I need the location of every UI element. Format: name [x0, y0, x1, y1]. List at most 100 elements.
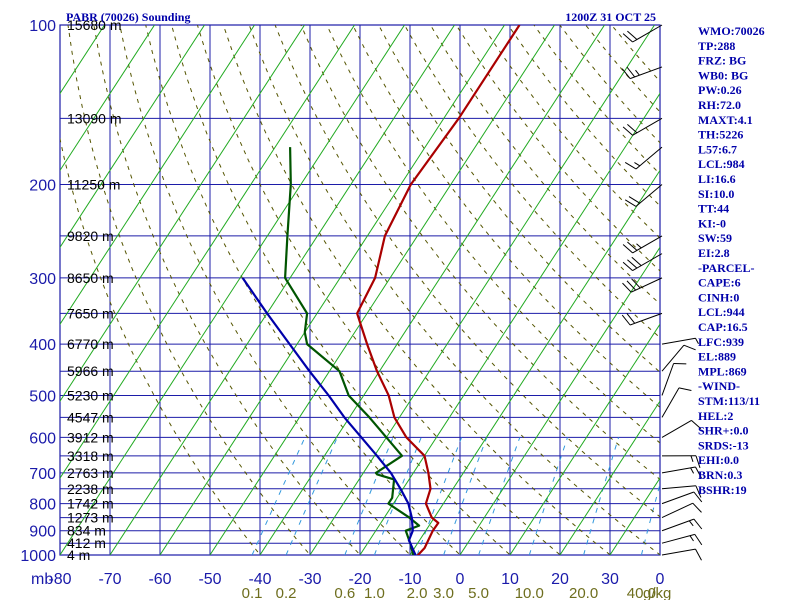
isotherm-0: [459, 246, 660, 555]
temperature-profile-line: [356, 25, 521, 555]
index-line-9: LCL:984: [698, 157, 745, 171]
index-line-22: EL:889: [698, 350, 736, 364]
mixing-ratio-tick-4: 2.0: [407, 585, 428, 600]
index-line-8: L57:6.7: [698, 142, 737, 156]
wind-barb-450: [661, 344, 696, 372]
isotherm--50: [209, 25, 556, 555]
index-line-20: CAP:16.5: [698, 320, 748, 334]
temperature-tick-4: -40: [248, 571, 271, 588]
isotherm--110: [60, 25, 256, 326]
wind-barb-950: [661, 533, 703, 546]
mixing-ratio-line-0: [251, 437, 306, 555]
pressure-tick-900: 900: [29, 524, 56, 541]
index-line-3: WB0: BG: [698, 68, 748, 82]
index-line-19: LCL:944: [698, 305, 745, 319]
height-label-150: 13090 m: [67, 110, 121, 126]
isotherm--20: [359, 92, 660, 555]
index-line-27: SHR+:0.0: [698, 424, 749, 438]
dry-adiabat-130: [481, 25, 660, 239]
dry-adiabat--30: [67, 25, 311, 555]
pressure-tick-400: 400: [29, 337, 56, 354]
pressure-tick-600: 600: [29, 430, 56, 447]
dry-adiabat--10: [119, 25, 411, 555]
index-line-30: BRN:0.3: [698, 468, 742, 482]
isotherm--120: [60, 25, 206, 249]
mixing-ratio-line-1: [285, 437, 338, 555]
height-label-250: 9820 m: [67, 228, 114, 244]
height-label-400: 6770 m: [67, 336, 114, 352]
dry-adiabat-160: [559, 25, 660, 144]
mixing-ratio-tick-6: 5.0: [468, 585, 489, 600]
height-label-700: 2763 m: [67, 465, 114, 481]
index-line-2: FRZ: BG: [698, 54, 746, 68]
height-label-800: 1742 m: [67, 496, 114, 512]
wind-barb-900: [661, 518, 703, 532]
index-line-15: EI:2.8: [698, 246, 730, 260]
wind-barb-500: [661, 363, 687, 396]
wind-barb-120: [621, 66, 663, 80]
temperature-tick-5: -30: [298, 571, 321, 588]
isotherm--160: [0, 1, 20, 567]
temperature-tick-7: -10: [398, 571, 421, 588]
index-line-18: CINH:0: [698, 290, 739, 304]
mixing-ratio-line-9: [640, 482, 660, 555]
temperature-tick-8: 0: [456, 571, 465, 588]
index-line-23: MPL:869: [698, 364, 747, 378]
mixing-ratio-unit-label: g/kg: [643, 585, 671, 600]
isotherm--90: [60, 25, 356, 479]
dry-adiabat-80: [352, 25, 660, 408]
temperature-tick-11: 30: [601, 571, 619, 588]
parcel-profile-line: [241, 277, 417, 555]
wind-barb-270: [622, 253, 663, 272]
wind-barb-150: [622, 117, 663, 136]
height-label-100: 15680 m: [67, 17, 121, 33]
index-line-24: -WIND-: [698, 379, 740, 393]
dry-adiabat--20: [93, 25, 361, 555]
mixing-ratio-tick-5: 3.0: [433, 585, 454, 600]
height-label-550: 4547 m: [67, 409, 114, 425]
index-line-7: TH:5226: [698, 128, 743, 142]
index-line-17: CAPE:6: [698, 276, 741, 290]
temperature-tick-1: -70: [98, 571, 121, 588]
temperature-tick-6: -20: [348, 571, 371, 588]
height-label-200: 11250 m: [67, 177, 120, 193]
mixing-ratio-tick-8: 20.0: [569, 585, 598, 600]
dry-adiabat-170: [585, 25, 660, 113]
index-line-21: LFC:939: [698, 335, 744, 349]
temperature-tick-3: -50: [198, 571, 221, 588]
isotherm--30: [309, 25, 656, 555]
wind-barb-700: [661, 466, 702, 479]
wind-barb-170: [624, 146, 663, 170]
height-label-1000: 4 m: [67, 547, 90, 563]
index-line-12: TT:44: [698, 202, 729, 216]
index-line-5: RH:72.0: [698, 98, 741, 112]
height-label-450: 5966 m: [67, 363, 114, 379]
index-line-25: STM:113/11: [698, 394, 760, 408]
isotherm--100: [60, 25, 306, 403]
height-label-650: 3318 m: [67, 448, 114, 464]
wind-barb-850: [661, 502, 702, 519]
wind-barb-550: [661, 387, 692, 418]
height-label-350: 7650 m: [67, 305, 114, 321]
wind-barb-600: [661, 419, 702, 438]
mixing-ratio-tick-3: 1.0: [364, 585, 385, 600]
dry-adiabat--40: [60, 136, 261, 555]
index-line-14: SW:59: [698, 231, 732, 245]
index-line-1: TP:288: [698, 39, 735, 53]
mixing-ratio-tick-9: 40.0: [627, 585, 656, 600]
index-line-26: HEL:2: [698, 409, 733, 423]
data-layer: [0, 1, 660, 567]
index-line-29: EHI:0.0: [698, 453, 739, 467]
dry-adiabat-50: [274, 25, 660, 518]
dewpoint-profile-line: [284, 147, 421, 555]
wind-barb-350: [621, 312, 663, 326]
isotherm--60: [159, 25, 506, 555]
wind-barb-100: [622, 24, 663, 43]
isotherm--130: [60, 25, 156, 172]
isotherm--80: [60, 25, 406, 555]
wind-barb-750: [661, 485, 702, 498]
chart-valid-time: 1200Z 31 OCT 25: [565, 10, 656, 24]
pressure-tick-1000: 1000: [20, 548, 56, 565]
isotherm-10: [509, 323, 660, 555]
